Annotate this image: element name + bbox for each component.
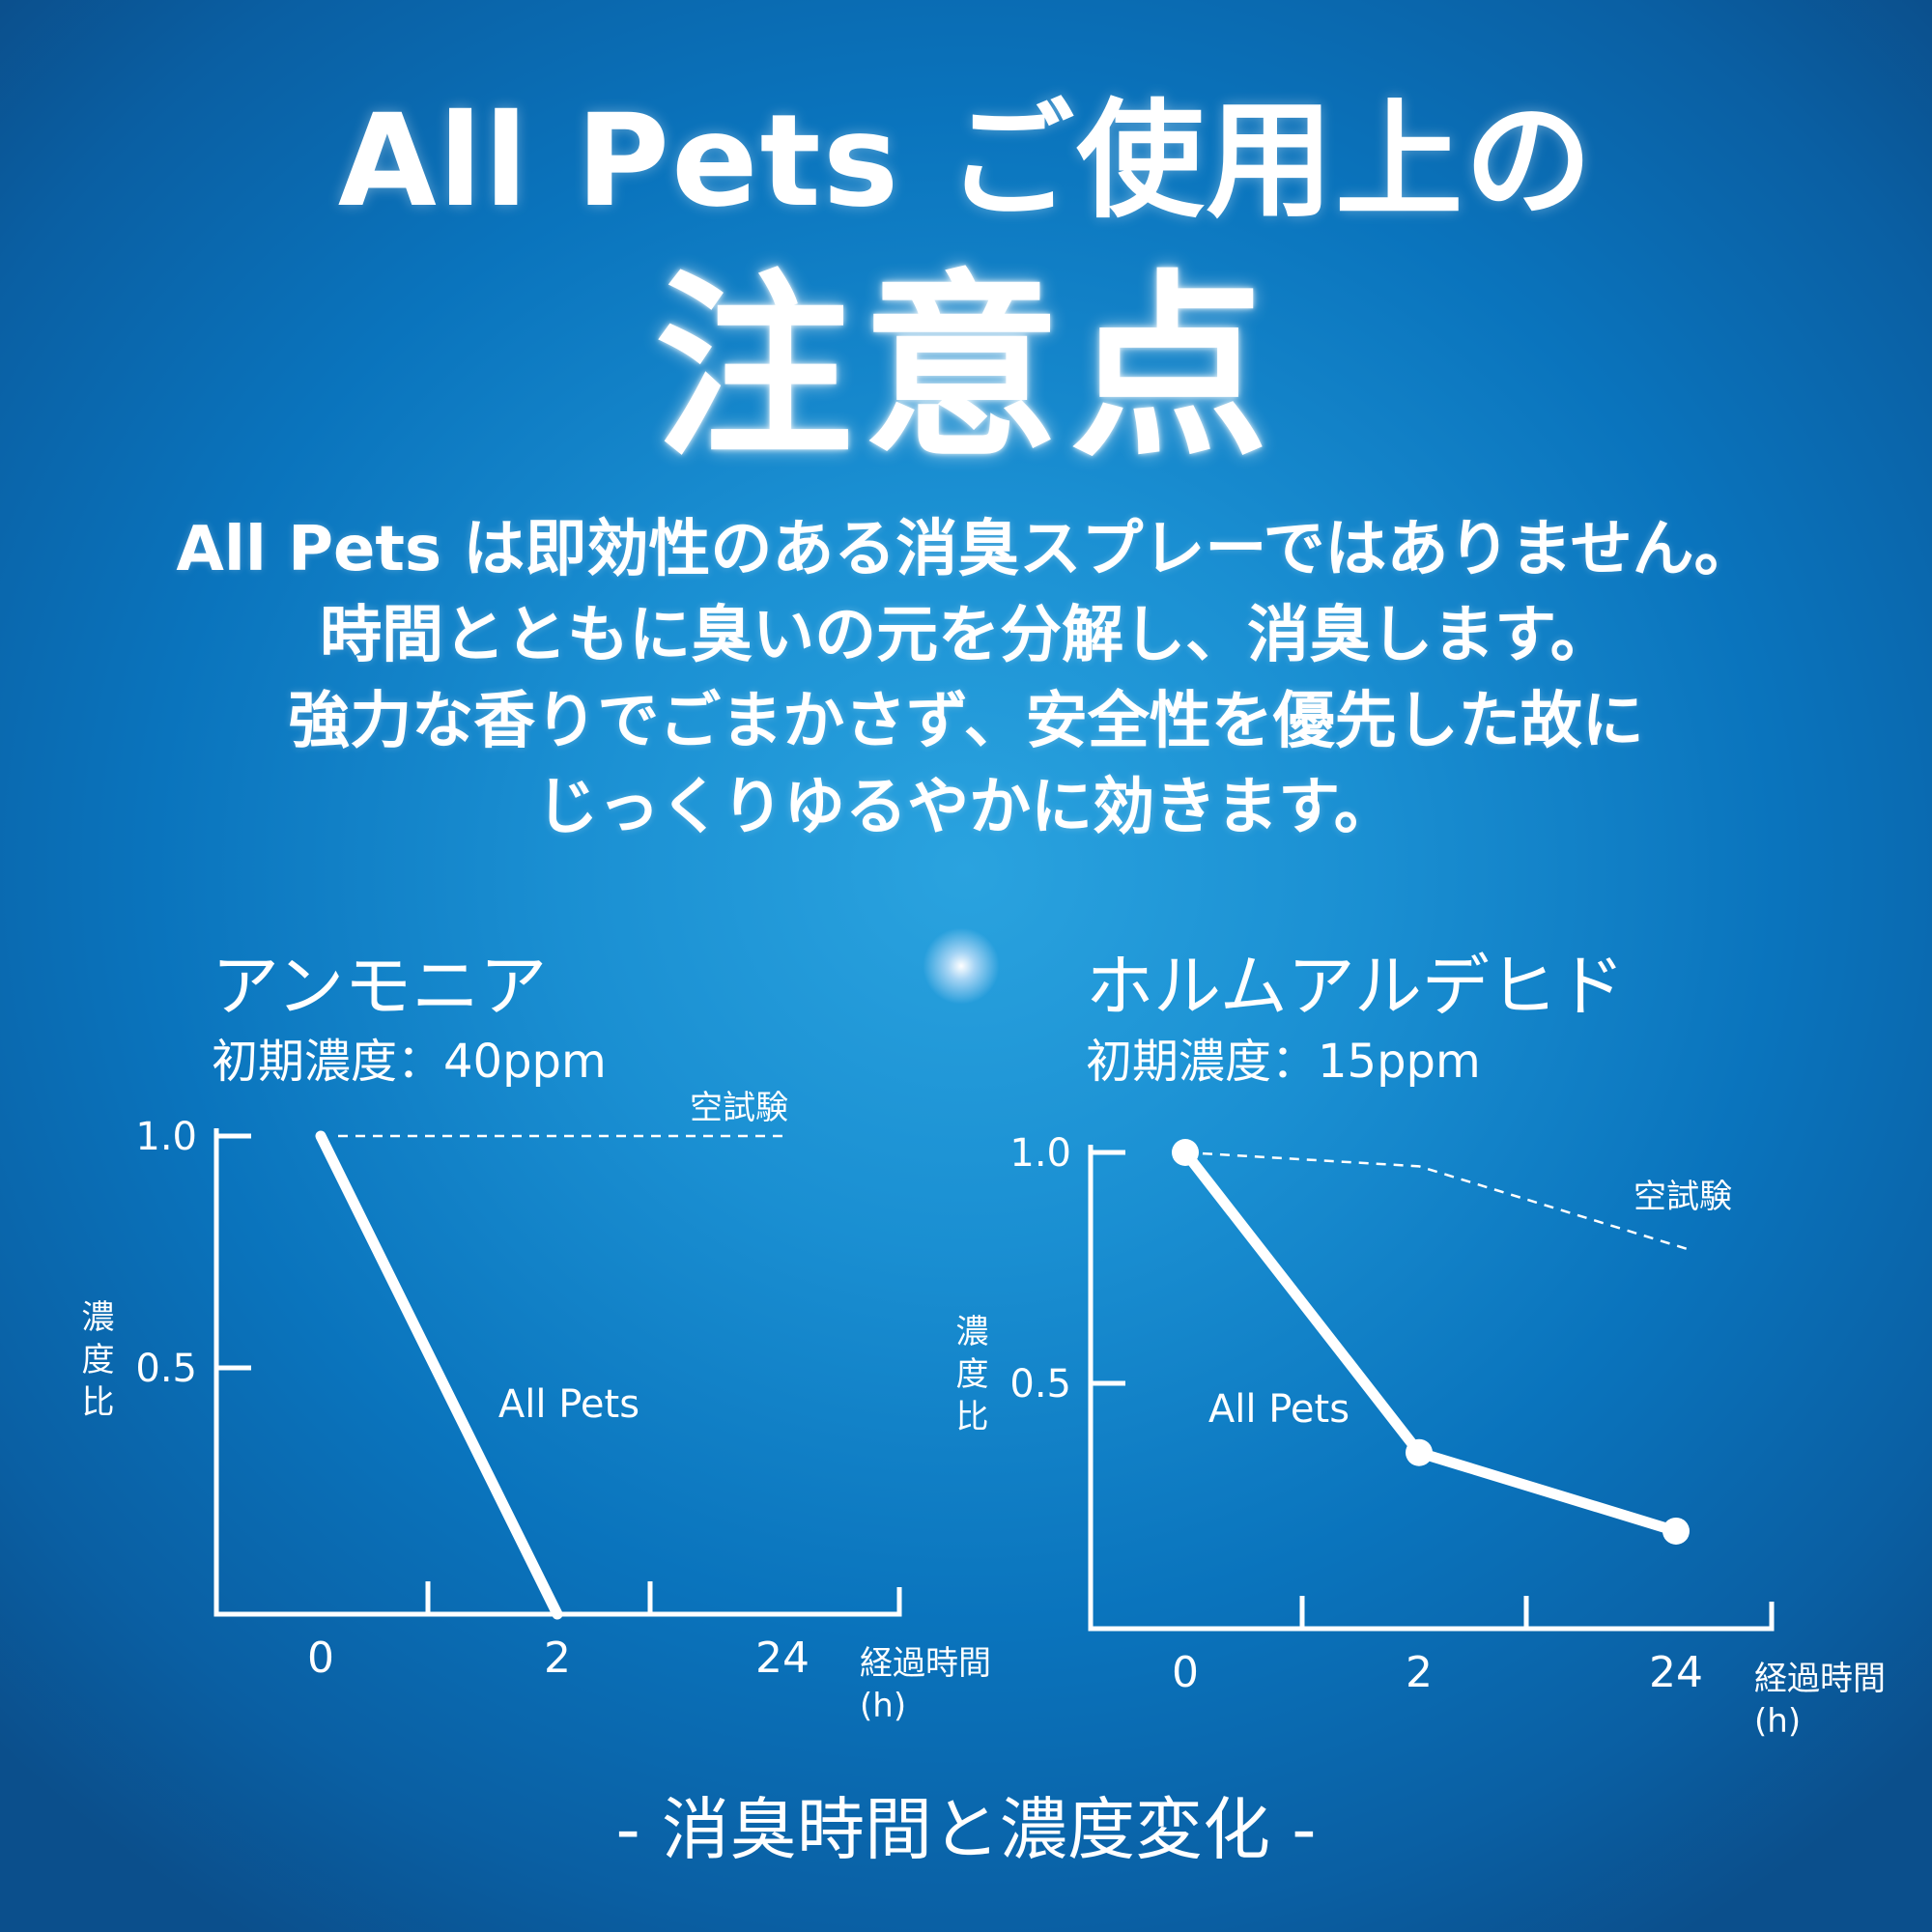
x-tick-label: 24 — [755, 1634, 810, 1683]
data-point — [1662, 1517, 1690, 1545]
page-title: All Pets ご使用上の — [337, 87, 1595, 236]
y-tick-label: 0.5 — [135, 1347, 197, 1391]
description: All Pets は即効性のある消臭スプレーではありません。 時間とともに臭いの… — [0, 507, 1932, 851]
axes — [213, 1128, 902, 1617]
axes — [1088, 1145, 1775, 1632]
chart-subtitle: 初期濃度：15ppm — [1086, 1035, 1481, 1089]
light-flare — [923, 927, 1000, 1005]
x-axis-label: 経過時間 (h) — [1754, 1660, 1886, 1741]
series-line-all-pets — [315, 1130, 563, 1620]
chart-title: アンモニア — [212, 947, 547, 1026]
page-title-emphasis: 注意点 — [654, 254, 1278, 484]
description-line: じっくりゆるやかに効きます。 — [536, 772, 1396, 843]
series-label-all-pets: All Pets — [1208, 1387, 1350, 1432]
series-label-blank-test: 空試験 — [690, 1089, 788, 1127]
description-line: All Pets は即効性のある消臭スプレーではありません。 — [176, 514, 1756, 585]
series-line-blank-test — [1184, 1151, 1690, 1251]
x-axis-label: 経過時間 (h) — [860, 1644, 991, 1725]
description-line: 時間とともに臭いの元を分解し、消臭します。 — [320, 600, 1612, 671]
x-tick-label: 24 — [1649, 1648, 1703, 1697]
chart-title: ホルムアルデヒド — [1086, 947, 1625, 1026]
data-point — [1406, 1438, 1433, 1466]
chart-subtitle: 初期濃度：40ppm — [212, 1035, 607, 1089]
y-axis-label: 濃度比 — [75, 1299, 114, 1427]
series-label-blank-test: 空試験 — [1634, 1178, 1732, 1216]
y-tick-label: 0.5 — [1009, 1362, 1071, 1406]
series-line-all-pets — [1179, 1147, 1682, 1537]
y-axis-label: 濃度比 — [950, 1314, 988, 1441]
chart-caption: - 消臭時間と濃度変化 - — [615, 1790, 1317, 1869]
x-tick-label: 0 — [307, 1634, 334, 1683]
x-tick-label: 2 — [544, 1634, 571, 1683]
y-tick-label: 1.0 — [1009, 1131, 1071, 1176]
y-tick-label: 1.0 — [135, 1115, 197, 1159]
x-tick-label: 0 — [1172, 1648, 1199, 1697]
x-tick-label: 2 — [1406, 1648, 1433, 1697]
description-line: 強力な香りでごまかさず、安全性を優先した故に — [288, 686, 1644, 757]
series-label-all-pets: All Pets — [498, 1382, 639, 1427]
